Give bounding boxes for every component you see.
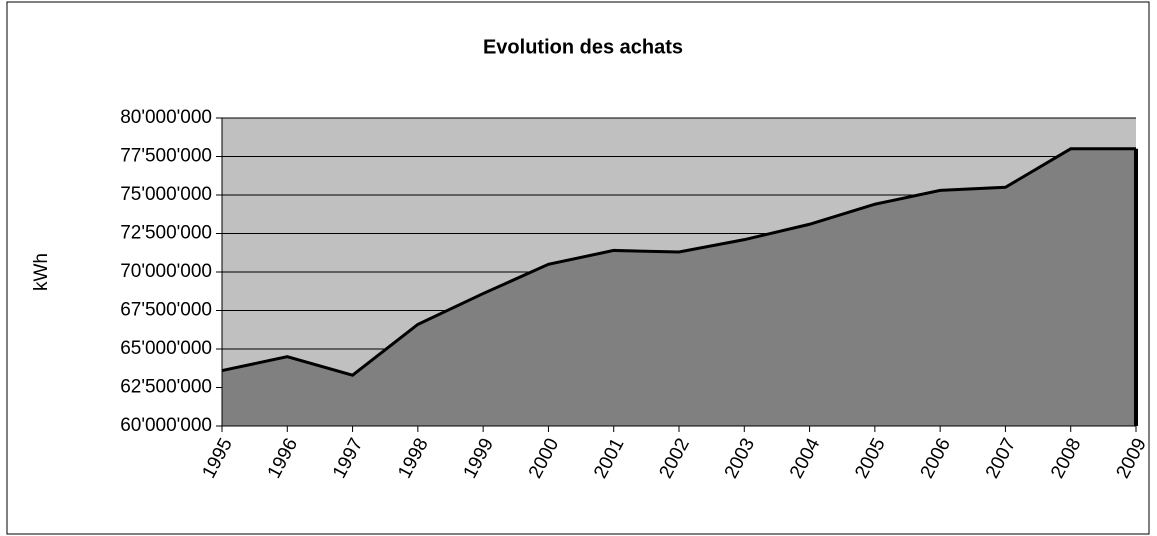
y-tick-label: 72'500'000 [120,223,212,244]
y-tick-label: 70'000'000 [120,261,212,282]
y-axis-label: kWh [31,253,52,291]
line [221,147,1136,377]
y-tick-label: 62'500'000 [120,377,212,398]
chart-title: Evolution des achats [483,36,683,58]
y-tick-label: 75'000'000 [120,184,212,205]
y-tick-label: 80'000'000 [120,107,212,128]
area [222,148,1136,427]
y-tick-label: 65'000'000 [120,338,212,359]
y-tick-label: 67'500'000 [120,300,212,321]
y-tick-label: 60'000'000 [120,415,212,436]
y-tick-label: 77'500'000 [120,146,212,167]
